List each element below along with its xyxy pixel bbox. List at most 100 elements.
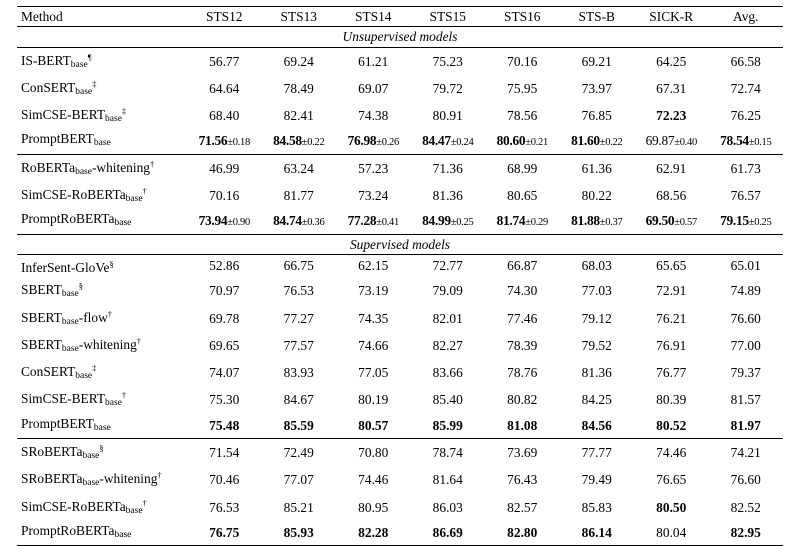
method-subscript: base — [75, 371, 93, 382]
score-cell: 81.74±0.29 — [485, 209, 560, 234]
score-cell: 73.69 — [485, 438, 560, 467]
score-cell: 81.97 — [709, 414, 784, 439]
score-value: 68.56 — [656, 188, 687, 204]
score-cell: 68.40 — [187, 102, 262, 129]
column-header-sts-b: STS-B — [559, 5, 634, 28]
score-value: 81.57 — [730, 392, 761, 408]
score-value: 79.49 — [581, 472, 612, 488]
score-cell: 77.77 — [559, 438, 634, 467]
table-row: SimCSE-BERTbase‡ 68.40 82.41 74.38 80.91 78.5… — [17, 102, 783, 129]
score-cell: 86.69 — [410, 520, 485, 546]
score-value: 66.58 — [730, 53, 761, 69]
score-value: 81.88 — [571, 212, 600, 228]
method-footnote-mark: † — [121, 390, 127, 401]
score-cell: 82.01 — [411, 305, 486, 332]
score-value: 78.49 — [283, 80, 314, 96]
score-cell: 76.65 — [634, 466, 709, 493]
score-value: 76.57 — [730, 188, 761, 204]
score-cell: 84.47±0.24 — [411, 129, 486, 154]
score-cell: 77.28±0.41 — [336, 209, 411, 234]
score-cell: 77.03 — [560, 277, 635, 304]
score-value: 82.28 — [358, 525, 389, 541]
score-value: 85.83 — [581, 499, 612, 515]
method-base-name: IS-BERT — [21, 52, 71, 68]
score-value: 77.03 — [581, 283, 612, 299]
score-cell: 78.39 — [485, 332, 560, 359]
score-value: 77.57 — [283, 337, 314, 353]
method-subscript: base — [61, 316, 79, 327]
score-value: 85.40 — [432, 392, 463, 408]
score-value: 72.77 — [432, 258, 463, 274]
score-value: 81.77 — [283, 188, 314, 204]
score-cell: 82.52 — [709, 494, 784, 521]
score-std: ±0.41 — [376, 216, 399, 228]
method-subscript: base — [82, 451, 100, 462]
method-name: SBERTbase-flow† — [17, 305, 187, 332]
header-row: Method STS12 STS13 STS14 STS15 STS16 STS… — [17, 5, 783, 28]
score-cell: 77.46 — [485, 305, 560, 332]
score-cell: 79.15±0.25 — [709, 209, 784, 234]
score-value: 77.00 — [730, 337, 761, 353]
score-cell: 69.65 — [187, 332, 262, 359]
score-cell: 74.89 — [709, 277, 784, 304]
score-cell: 84.58±0.22 — [262, 129, 337, 154]
score-value: 75.23 — [432, 53, 463, 69]
method-name: SRoBERTabase§ — [17, 438, 187, 467]
score-value: 57.23 — [358, 160, 389, 176]
score-cell: 76.60 — [709, 305, 784, 332]
score-std: ±0.25 — [450, 216, 474, 228]
method-base-name: SRoBERTa — [21, 471, 83, 487]
score-value: 81.60 — [571, 132, 600, 148]
score-value: 79.12 — [581, 310, 612, 326]
score-value: 74.89 — [730, 283, 761, 299]
method-subscript: base — [61, 343, 79, 354]
method-name: SRoBERTabase-whitening† — [17, 466, 187, 493]
score-value: 81.64 — [432, 472, 463, 488]
section-header-row: Supervised models — [17, 233, 783, 255]
method-subscript: base — [75, 86, 93, 97]
score-std: ±0.57 — [674, 216, 697, 228]
score-value: 52.86 — [209, 258, 240, 274]
method-footnote-mark: † — [142, 497, 147, 508]
score-value: 72.74 — [730, 80, 761, 96]
score-value: 74.21 — [730, 445, 761, 461]
score-cell: 80.60±0.21 — [485, 129, 560, 154]
score-value: 77.28 — [347, 212, 377, 228]
score-value: 77.77 — [581, 445, 612, 461]
method-footnote-mark: † — [149, 158, 155, 169]
method-subscript: base — [93, 422, 111, 433]
score-cell: 74.21 — [708, 438, 783, 467]
score-cell: 65.65 — [634, 253, 709, 278]
score-value: 83.93 — [283, 365, 314, 381]
score-value: 76.60 — [730, 310, 761, 326]
score-cell: 76.85 — [560, 102, 635, 129]
method-footnote-mark: † — [157, 470, 162, 481]
score-cell: 84.25 — [560, 386, 635, 413]
score-std: ±0.29 — [525, 216, 548, 228]
score-cell: 78.74 — [410, 438, 485, 467]
score-value: 76.65 — [656, 472, 687, 488]
score-value: 80.91 — [432, 108, 463, 124]
score-value: 69.78 — [209, 310, 240, 326]
score-value: 76.77 — [656, 365, 687, 381]
score-cell: 72.23 — [634, 102, 709, 129]
score-cell: 80.57 — [336, 414, 411, 439]
score-value: 78.56 — [507, 108, 538, 124]
score-value: 68.40 — [209, 108, 240, 124]
score-cell: 74.46 — [336, 466, 411, 493]
score-value: 66.87 — [507, 258, 538, 274]
method-base-name: SimCSE-RoBERTa — [21, 187, 126, 203]
score-value: 71.36 — [432, 160, 463, 176]
method-subscript: base — [61, 289, 79, 300]
score-cell: 74.46 — [634, 438, 709, 467]
score-cell: 72.49 — [261, 438, 336, 467]
method-footnote-mark: † — [107, 308, 113, 319]
score-cell: 73.24 — [336, 182, 411, 209]
score-value: 68.03 — [581, 258, 612, 274]
score-value: 72.91 — [656, 283, 687, 299]
score-value: 62.91 — [656, 160, 687, 176]
score-cell: 78.56 — [485, 102, 560, 129]
method-subscript: base — [114, 218, 132, 229]
method-base-name: SRoBERTa — [21, 444, 83, 460]
score-value: 82.95 — [730, 525, 761, 541]
